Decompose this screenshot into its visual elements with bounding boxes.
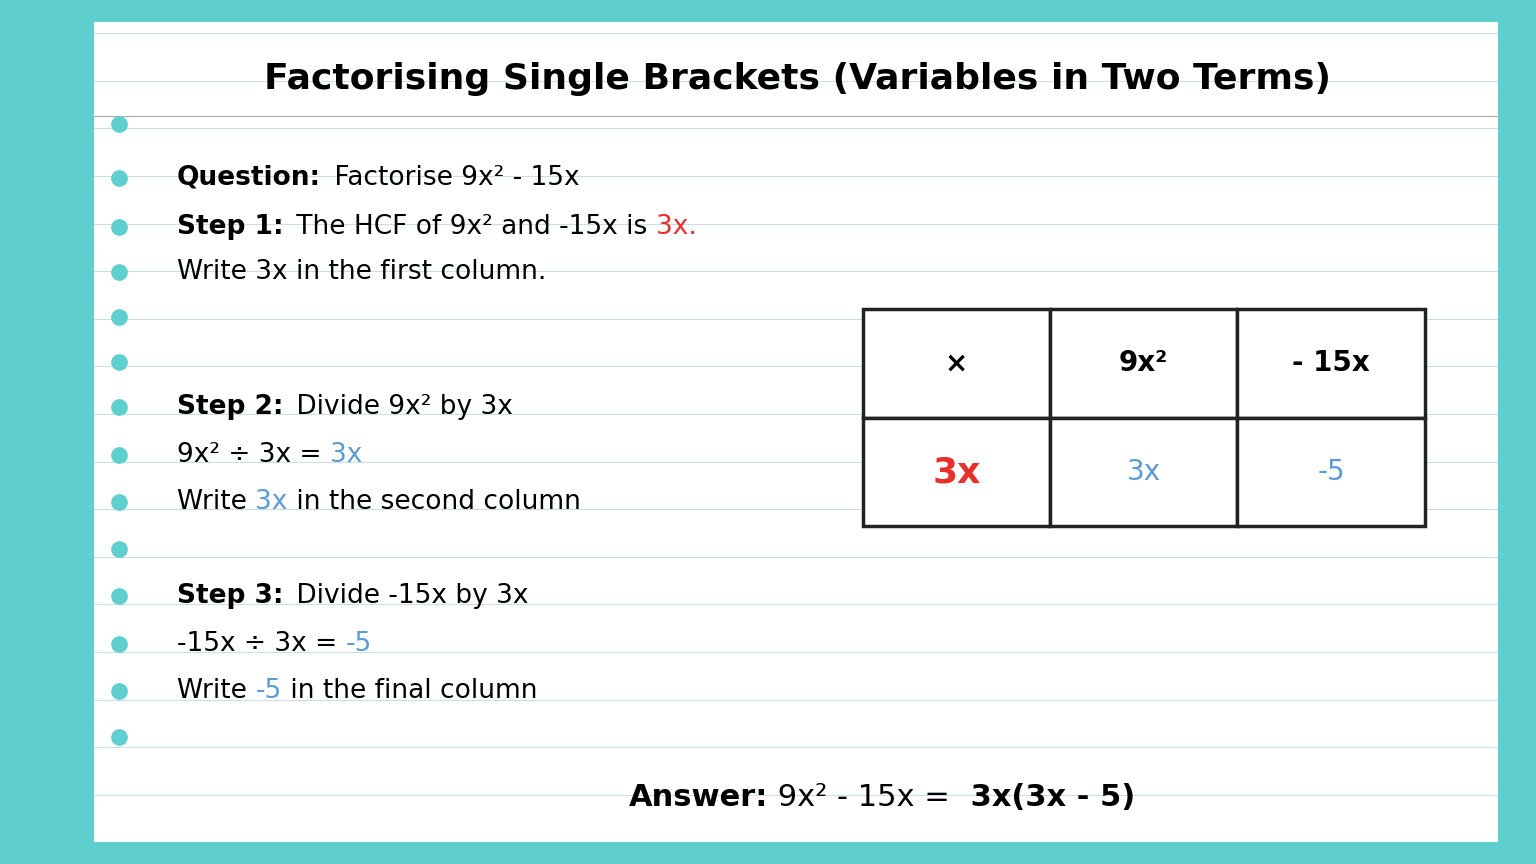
Bar	[1051, 417, 1238, 526]
Bar	[863, 417, 1051, 526]
Text: 3x: 3x	[255, 489, 287, 515]
Text: 9x² - 15x =: 9x² - 15x =	[768, 783, 960, 812]
Text: -5: -5	[255, 677, 281, 703]
Bar	[1051, 308, 1238, 417]
FancyBboxPatch shape	[25, 14, 1511, 850]
Text: Factorising Single Brackets (Variables in Two Terms): Factorising Single Brackets (Variables i…	[264, 62, 1330, 96]
Text: 3x(3x - 5): 3x(3x - 5)	[960, 783, 1135, 812]
Text: in the final column: in the final column	[281, 677, 538, 703]
Text: 9x² ÷ 3x =: 9x² ÷ 3x =	[177, 442, 330, 468]
Text: Step 2:: Step 2:	[177, 394, 284, 421]
Bar	[38, 22, 94, 842]
Text: 3x: 3x	[932, 455, 980, 489]
Text: 3x: 3x	[330, 442, 362, 468]
Text: 9x²: 9x²	[1120, 349, 1169, 378]
Text: 3x.: 3x.	[656, 213, 696, 240]
Text: 3x: 3x	[1127, 458, 1161, 486]
Bar	[863, 308, 1051, 417]
Text: Step 1:: Step 1:	[177, 213, 284, 240]
Text: -15x ÷ 3x =: -15x ÷ 3x =	[177, 631, 346, 657]
Bar	[1238, 308, 1424, 417]
Text: in the second column: in the second column	[287, 489, 581, 515]
Text: Write: Write	[177, 489, 255, 515]
Text: - 15x: - 15x	[1292, 349, 1370, 378]
Text: Step 3:: Step 3:	[177, 583, 284, 609]
Text: Write 3x in the first column.: Write 3x in the first column.	[177, 259, 547, 285]
Text: Write: Write	[177, 677, 255, 703]
Text: Answer:: Answer:	[628, 783, 768, 812]
Text: ×: ×	[945, 349, 968, 378]
Text: -5: -5	[346, 631, 372, 657]
Text: Factorise 9x² - 15x: Factorise 9x² - 15x	[326, 164, 579, 191]
Bar	[1238, 417, 1424, 526]
Text: Divide 9x² by 3x: Divide 9x² by 3x	[287, 394, 513, 421]
Text: Divide -15x by 3x: Divide -15x by 3x	[287, 583, 528, 609]
Text: Question:: Question:	[177, 164, 321, 191]
Text: The HCF of 9x² and -15x is: The HCF of 9x² and -15x is	[289, 213, 656, 240]
Text: -5: -5	[1318, 458, 1346, 486]
